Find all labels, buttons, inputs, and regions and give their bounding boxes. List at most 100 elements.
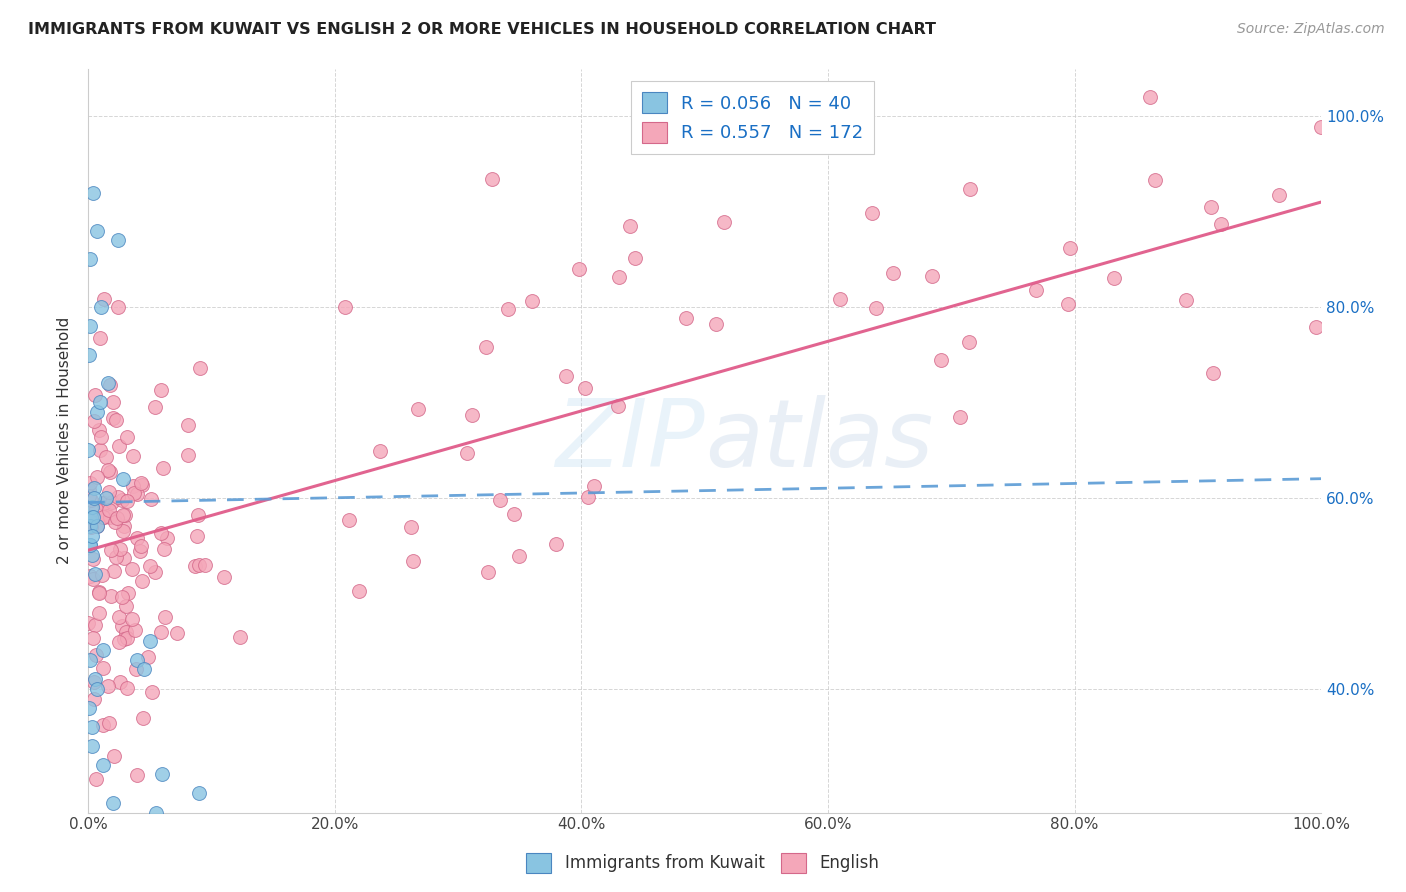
Point: [91, 643, 114, 657]
Point: [79, 514, 101, 528]
Point: [79, 538, 101, 552]
Point: [675, 310, 697, 325]
Point: [929, 352, 952, 367]
Point: [82, 573, 104, 587]
Point: [619, 219, 641, 233]
Point: [713, 214, 735, 228]
Point: [127, 653, 149, 667]
Point: [406, 401, 429, 416]
Point: [139, 559, 162, 574]
Point: [80, 548, 103, 562]
Point: [115, 430, 138, 444]
Point: [125, 531, 148, 545]
Point: [111, 524, 134, 538]
Point: [624, 252, 647, 266]
Point: [84, 501, 107, 516]
Point: [91, 718, 114, 732]
Point: [86, 681, 108, 696]
Point: [865, 301, 887, 316]
Point: [477, 566, 499, 580]
Point: [79, 538, 101, 552]
Point: [90, 300, 112, 314]
Point: [82, 509, 104, 524]
Point: [1143, 173, 1166, 187]
Point: [125, 662, 148, 676]
Point: [101, 410, 124, 425]
Point: [115, 681, 138, 696]
Point: [115, 631, 138, 645]
Point: [84, 648, 107, 662]
Point: [105, 549, 128, 564]
Point: [402, 554, 425, 568]
Point: [89, 331, 111, 345]
Point: [77, 483, 100, 497]
Point: [114, 508, 136, 522]
Point: [77, 700, 100, 714]
Point: [607, 399, 630, 413]
Point: [98, 503, 121, 517]
Text: atlas: atlas: [704, 395, 932, 486]
Point: [125, 486, 148, 500]
Point: [368, 443, 391, 458]
Point: [84, 388, 107, 402]
Legend: Immigrants from Kuwait, English: Immigrants from Kuwait, English: [520, 847, 886, 880]
Point: [576, 490, 599, 504]
Point: [131, 478, 153, 492]
Point: [166, 626, 188, 640]
Point: [401, 519, 423, 533]
Legend: R = 0.056   N = 40, R = 0.557   N = 172: R = 0.056 N = 40, R = 0.557 N = 172: [631, 81, 875, 153]
Point: [177, 418, 200, 433]
Point: [508, 549, 530, 563]
Point: [1211, 218, 1233, 232]
Point: [149, 526, 172, 541]
Point: [959, 182, 981, 196]
Point: [98, 510, 121, 524]
Point: [131, 539, 153, 553]
Point: [96, 450, 118, 465]
Point: [187, 508, 209, 522]
Point: [1201, 366, 1223, 380]
Point: [139, 492, 162, 507]
Point: [1102, 270, 1125, 285]
Point: [607, 269, 630, 284]
Point: [97, 716, 120, 731]
Point: [828, 293, 851, 307]
Point: [83, 675, 105, 690]
Point: [108, 542, 131, 557]
Point: [105, 511, 128, 525]
Point: [79, 319, 101, 334]
Point: [112, 519, 135, 533]
Point: [212, 570, 235, 584]
Point: [103, 749, 125, 764]
Point: [153, 542, 176, 557]
Y-axis label: 2 or more Vehicles in Household: 2 or more Vehicles in Household: [58, 317, 72, 564]
Point: [83, 692, 105, 706]
Point: [456, 446, 478, 460]
Point: [1057, 297, 1080, 311]
Point: [461, 409, 484, 423]
Point: [108, 634, 131, 648]
Point: [83, 481, 105, 495]
Point: [77, 615, 100, 630]
Point: [79, 252, 101, 267]
Point: [131, 475, 153, 490]
Point: [100, 495, 122, 509]
Point: [150, 625, 173, 640]
Point: [94, 491, 117, 505]
Point: [860, 206, 883, 220]
Point: [107, 300, 129, 314]
Point: [1025, 283, 1047, 297]
Point: [111, 472, 134, 486]
Point: [114, 624, 136, 639]
Point: [489, 493, 512, 508]
Point: [111, 493, 134, 508]
Point: [101, 395, 124, 409]
Point: [138, 650, 160, 665]
Point: [131, 574, 153, 589]
Point: [82, 551, 104, 566]
Point: [87, 424, 110, 438]
Point: [83, 414, 105, 428]
Point: [97, 485, 120, 500]
Point: [1175, 293, 1198, 307]
Point: [77, 443, 100, 458]
